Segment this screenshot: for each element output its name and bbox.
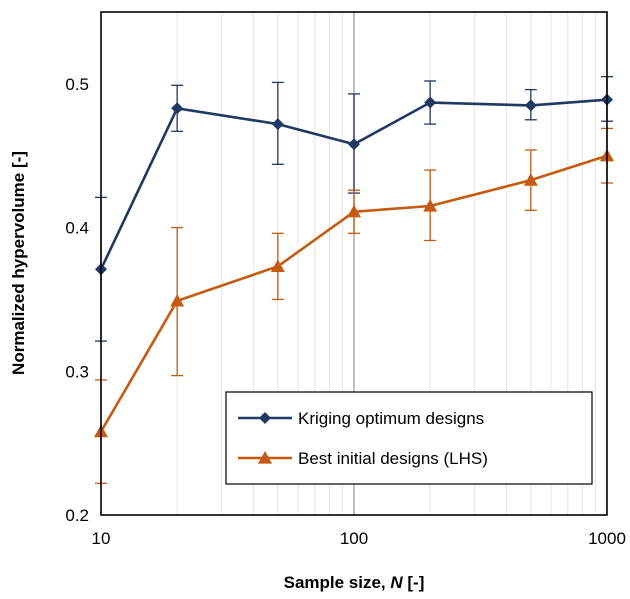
y-tick-label: 0.3 bbox=[65, 362, 89, 381]
data-point bbox=[271, 118, 284, 131]
legend: Kriging optimum designs Best initial desi… bbox=[225, 391, 593, 485]
data-point bbox=[524, 99, 537, 112]
data-point bbox=[258, 451, 272, 464]
legend-label: Best initial designs (LHS) bbox=[298, 449, 488, 468]
legend-entry: Best initial designs (LHS) bbox=[238, 449, 488, 468]
data-point bbox=[423, 199, 438, 212]
data-point bbox=[424, 96, 437, 109]
data-point bbox=[170, 293, 185, 307]
tick-labels: 10 100 1000 0.2 0.3 0.4 0.5 bbox=[65, 75, 626, 548]
legend-label: Kriging optimum designs bbox=[298, 409, 484, 428]
x-axis-title: Sample size, N [-] bbox=[284, 573, 425, 592]
x-tick-label: 100 bbox=[340, 529, 368, 548]
data-point bbox=[270, 259, 285, 272]
x-tick-label: 10 bbox=[92, 529, 111, 548]
data-point bbox=[523, 173, 538, 186]
data-point bbox=[347, 204, 361, 218]
y-axis-title: Normalized hypervolume [-] bbox=[9, 151, 28, 375]
y-tick-label: 0.2 bbox=[65, 506, 89, 525]
x-tick-label: 1000 bbox=[588, 529, 626, 548]
data-point bbox=[171, 102, 184, 115]
legend-box bbox=[225, 391, 593, 485]
y-tick-label: 0.4 bbox=[65, 219, 89, 238]
series-triangle bbox=[94, 127, 614, 485]
plot-frame bbox=[100, 11, 608, 516]
y-tick-label: 0.5 bbox=[65, 75, 89, 94]
data-point bbox=[259, 412, 271, 424]
data-point bbox=[348, 138, 360, 151]
legend-entry: Kriging optimum designs bbox=[238, 409, 484, 428]
